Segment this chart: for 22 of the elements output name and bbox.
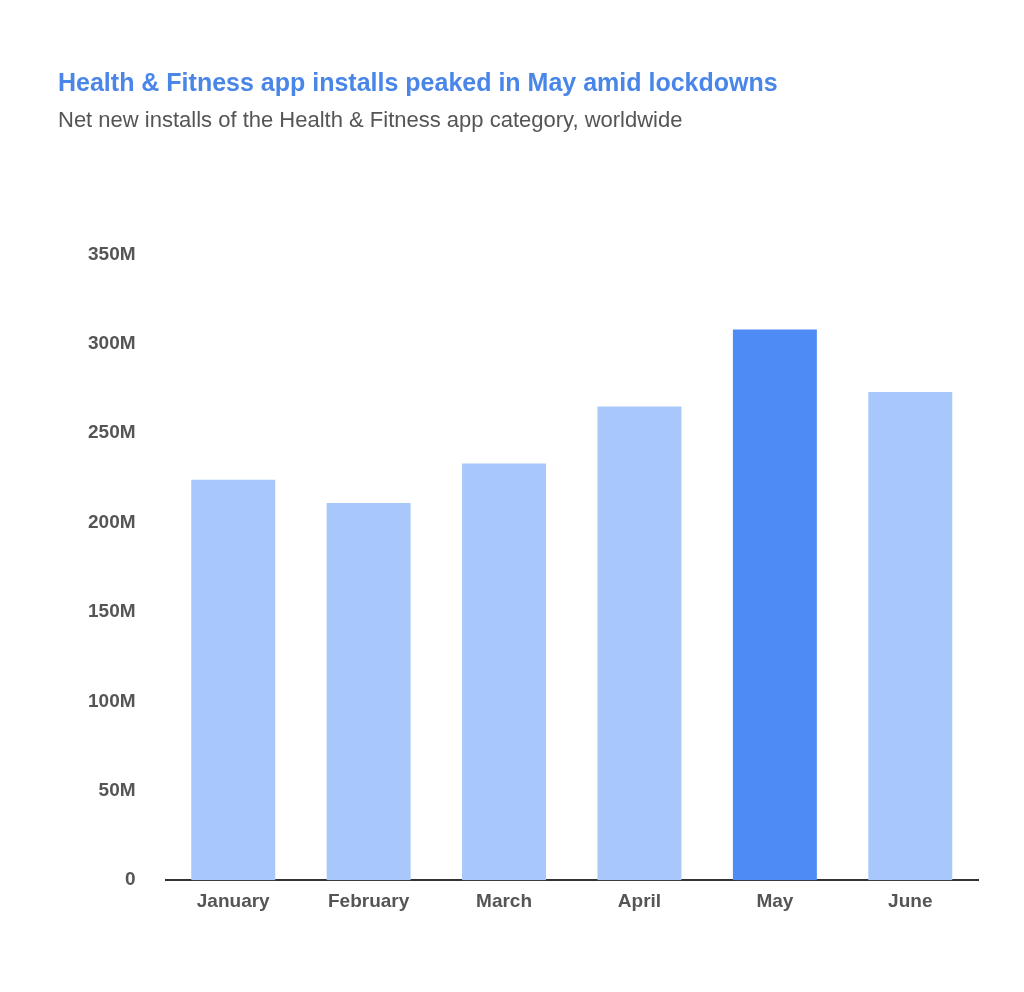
y-tick-label: 100M: [88, 689, 136, 711]
y-tick-label: 150M: [88, 600, 136, 622]
x-tick-label: March: [476, 889, 533, 911]
bar: [326, 502, 411, 881]
bar: [732, 329, 817, 881]
y-tick-label: 350M: [88, 242, 136, 264]
y-tick-label: 0: [124, 868, 136, 890]
y-tick-label: 200M: [88, 510, 136, 532]
bar: [462, 463, 547, 881]
x-tick-label: January: [196, 889, 271, 911]
bar: [597, 406, 682, 881]
bar: [191, 479, 276, 881]
chart-title: Health & Fitness app installs peaked in May amid lockdowns: [58, 68, 779, 97]
y-tick-label: 50M: [98, 779, 136, 801]
x-tick-label: April: [617, 889, 662, 911]
x-tick-label: June: [888, 889, 933, 911]
chart-subtitle: Net new installs of the Health & Fitness app category, worldwide: [58, 107, 684, 133]
y-tick-label: 300M: [88, 332, 136, 354]
bar: [868, 392, 953, 881]
x-tick-label: May: [756, 889, 794, 911]
x-tick-label: February: [327, 889, 410, 911]
y-tick-label: 250M: [88, 421, 136, 443]
